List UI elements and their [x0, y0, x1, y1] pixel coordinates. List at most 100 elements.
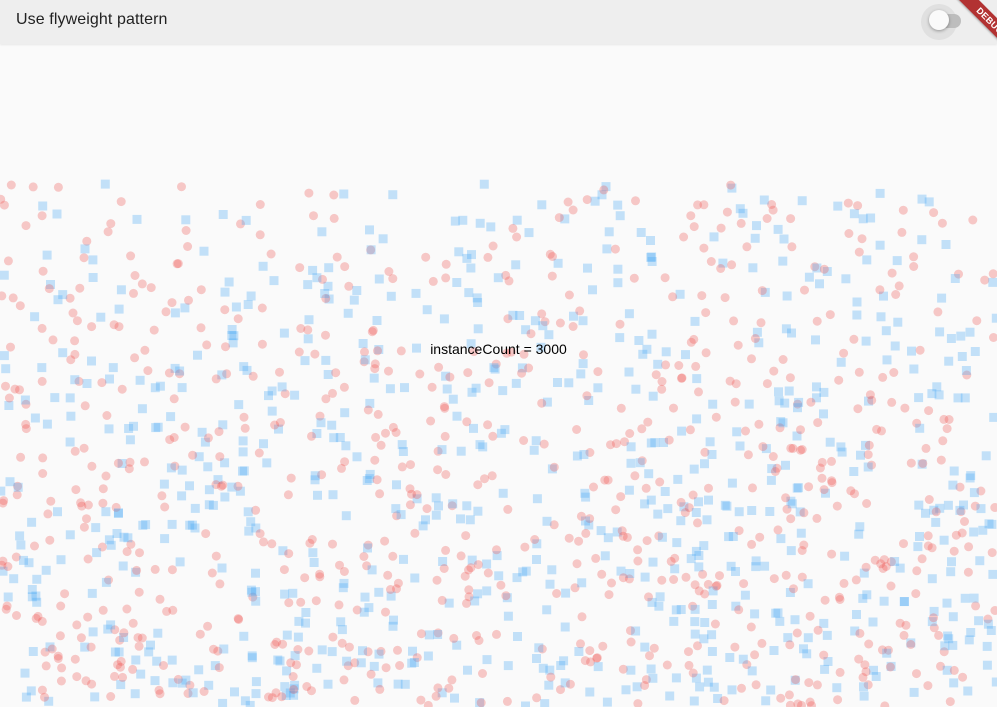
square-shape	[229, 331, 239, 341]
square-shape	[279, 328, 289, 338]
square-shape	[462, 501, 472, 511]
circle-shape	[607, 578, 616, 588]
circle-shape	[491, 359, 501, 369]
square-shape	[363, 543, 372, 553]
square-shape	[965, 327, 975, 337]
square-shape	[613, 278, 623, 288]
circle-shape	[483, 420, 493, 430]
circle-shape	[37, 685, 47, 695]
square-shape	[452, 640, 462, 650]
square-shape	[246, 585, 256, 595]
circle-shape	[618, 664, 628, 674]
circle-shape	[393, 578, 403, 588]
square-shape	[876, 312, 886, 322]
square-shape	[766, 475, 776, 485]
circle-shape	[669, 575, 679, 584]
square-shape	[378, 234, 388, 244]
square-shape	[452, 278, 462, 287]
square-shape	[467, 555, 477, 565]
square-shape	[37, 363, 47, 373]
square-shape	[953, 393, 963, 403]
circle-shape	[817, 473, 827, 483]
circle-shape	[370, 364, 380, 374]
circle-shape	[606, 440, 615, 450]
circle-shape	[754, 419, 764, 429]
circle-shape	[220, 305, 230, 315]
circle-shape	[440, 431, 450, 441]
circle-shape	[797, 445, 807, 454]
app-bar: Use flyweight pattern	[0, 0, 997, 44]
square-shape	[893, 317, 903, 327]
square-shape	[373, 678, 383, 688]
square-shape	[262, 458, 272, 468]
circle-shape	[939, 647, 949, 657]
square-shape	[581, 516, 590, 526]
square-shape	[251, 568, 260, 578]
circle-shape	[885, 662, 895, 672]
square-shape	[941, 240, 951, 249]
square-shape	[431, 493, 441, 503]
square-shape	[731, 567, 740, 576]
square-shape	[218, 420, 228, 430]
square-shape	[947, 557, 956, 567]
circle-shape	[618, 531, 628, 541]
square-shape	[281, 691, 291, 700]
square-shape	[26, 686, 36, 696]
square-shape	[871, 672, 881, 681]
circle-shape	[549, 520, 559, 530]
square-shape	[691, 673, 701, 683]
square-shape	[634, 336, 644, 345]
circle-shape	[757, 638, 767, 648]
circle-shape	[739, 579, 749, 589]
circle-shape	[340, 457, 350, 467]
square-shape	[797, 196, 807, 206]
circle-shape	[526, 329, 536, 339]
circle-shape	[307, 431, 316, 441]
circle-shape	[122, 604, 132, 614]
circle-shape	[427, 382, 437, 392]
circle-shape	[476, 698, 486, 707]
square-shape	[219, 644, 229, 654]
flyweight-toggle-switch[interactable]	[921, 4, 963, 40]
square-shape	[864, 396, 873, 406]
square-shape	[489, 363, 499, 373]
circle-shape	[804, 482, 814, 492]
square-shape	[787, 328, 796, 338]
circle-shape	[750, 650, 760, 660]
circle-shape	[577, 612, 587, 622]
circle-shape	[860, 660, 870, 670]
circle-shape	[936, 455, 946, 465]
square-shape	[613, 264, 623, 274]
circle-shape	[488, 431, 498, 441]
circle-shape	[98, 605, 108, 615]
circle-shape	[775, 423, 785, 433]
square-shape	[631, 626, 641, 636]
circle-shape	[827, 456, 836, 466]
square-shape	[921, 508, 930, 518]
circle-shape	[321, 330, 330, 340]
square-shape	[500, 425, 510, 435]
square-shape	[690, 604, 700, 614]
circle-shape	[332, 252, 342, 262]
square-shape	[421, 515, 430, 525]
circle-shape	[719, 696, 729, 706]
square-shape	[597, 190, 607, 200]
circle-shape	[406, 460, 415, 470]
circle-shape	[70, 654, 80, 664]
circle-shape	[304, 646, 314, 656]
square-shape	[199, 246, 209, 256]
square-shape	[547, 565, 557, 575]
square-shape	[988, 569, 997, 579]
circle-shape	[214, 427, 224, 437]
circle-shape	[720, 293, 730, 303]
square-shape	[118, 561, 128, 571]
circle-shape	[655, 477, 665, 487]
circle-shape	[537, 309, 547, 319]
square-shape	[251, 677, 261, 687]
circle-shape	[963, 567, 973, 577]
circle-shape	[38, 266, 48, 276]
circle-shape	[962, 370, 972, 380]
circle-shape	[987, 548, 997, 558]
circle-shape	[331, 368, 341, 378]
circle-shape	[130, 271, 140, 280]
